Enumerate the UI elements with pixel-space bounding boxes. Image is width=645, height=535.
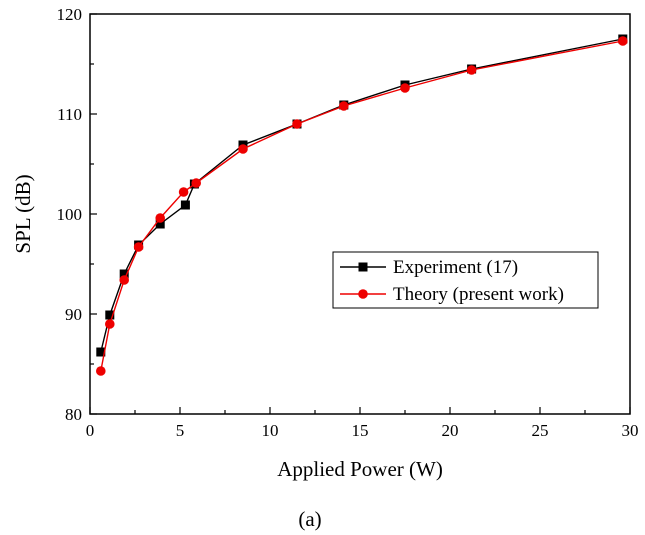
x-tick-label: 20 [442,421,459,440]
data-point [155,213,165,223]
y-tick-label: 90 [65,305,82,324]
y-tick-label: 100 [57,205,83,224]
data-point [133,242,144,252]
series-line [100,40,623,372]
legend-swatch-marker [358,289,368,299]
data-point [119,275,129,285]
data-point [292,119,302,129]
data-point [618,36,628,46]
plot-frame [89,13,631,415]
data-point [119,269,129,279]
legend-box [332,251,599,309]
data-point [96,366,106,376]
ticks: 0 5 10 15 20 25 30 80 90 100 110 120 [57,5,639,440]
legend-entry: Experiment (17) [393,257,518,278]
figure-caption: (a) [298,507,321,531]
data-point [155,219,165,229]
x-tick-label: 30 [622,421,639,440]
x-tick-label: 5 [176,421,185,440]
y-tick-label: 120 [57,5,83,24]
x-tick-label: 10 [262,421,279,440]
data-point [191,178,201,188]
x-axis-label: Applied Power (W) [277,457,443,481]
y-axis-label: SPL (dB) [11,174,35,253]
x-tick-label: 25 [532,421,549,440]
data-point [339,101,349,111]
data-point [238,144,248,154]
x-tick-label: 15 [352,421,369,440]
series-1 [96,36,628,376]
legend-swatch-marker [358,262,368,272]
data-point [96,347,106,357]
data-point [400,83,410,93]
data-point [178,187,189,197]
legend-entry: Theory (present work) [393,284,564,305]
x-tick-label: 0 [86,421,95,440]
series-layer [96,34,628,376]
legend: Experiment (17) Theory (present work) [332,251,599,309]
data-point [105,319,115,329]
data-point [105,310,115,320]
data-point [466,65,477,75]
y-tick-label: 110 [57,105,82,124]
data-point [180,200,190,210]
y-tick-label: 80 [65,405,82,424]
